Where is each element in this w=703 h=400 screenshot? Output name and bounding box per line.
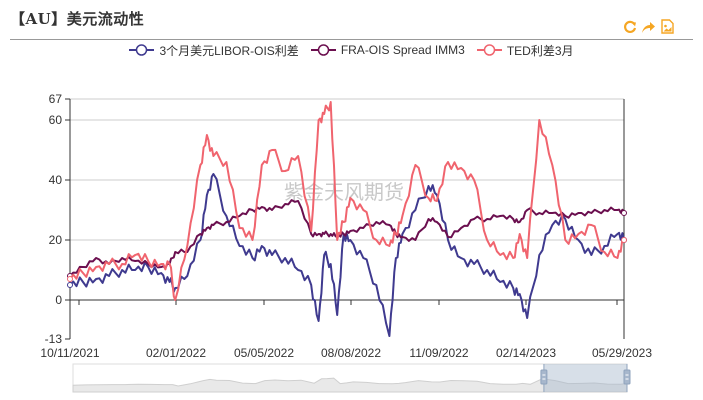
legend-line-circle-icon — [310, 44, 336, 56]
y-tick-label: 60 — [49, 113, 63, 127]
data-point-marker — [67, 276, 73, 282]
zoom-selected-range[interactable] — [543, 364, 627, 392]
data-point-marker — [621, 237, 627, 243]
x-tick-label: 05/29/2023 — [592, 346, 652, 360]
share-button[interactable] — [641, 19, 656, 34]
y-tick-label: 0 — [55, 293, 62, 307]
legend-label: TED利差3月 — [506, 43, 574, 58]
legend-item-libor-ois[interactable]: 3个月美元LIBOR-OIS利差 — [129, 40, 299, 60]
x-tick-label: 02/01/2022 — [146, 346, 206, 360]
series-line-1 — [69, 199, 625, 277]
y-tick-label: 40 — [49, 173, 63, 187]
refresh-icon — [623, 20, 636, 33]
refresh-button[interactable] — [622, 19, 637, 34]
data-point-marker — [621, 210, 627, 216]
chart-legend: 3个月美元LIBOR-OIS利差 FRA-OIS Spread IMM3 TED… — [0, 40, 703, 60]
x-axis-labels: 10/11/2021 02/01/2022 05/05/2022 08/08/2022… — [40, 346, 652, 360]
zoom-end-handle[interactable] — [623, 369, 631, 385]
series-line-2 — [69, 101, 625, 301]
axes — [65, 98, 625, 340]
legend-item-ted[interactable]: TED利差3月 — [476, 40, 574, 60]
legend-label: 3个月美元LIBOR-OIS利差 — [159, 43, 299, 58]
zoom-start-handle[interactable] — [540, 369, 548, 385]
data-point-marker — [67, 282, 73, 288]
legend-label: FRA-OIS Spread IMM3 — [340, 43, 465, 57]
page-title: 【AU】美元流动性 — [10, 10, 145, 28]
y-tick-label: 67 — [49, 92, 63, 106]
x-tick-label: 10/11/2021 — [40, 346, 99, 360]
share-icon — [642, 21, 655, 33]
x-tick-label: 11/09/2022 — [409, 346, 468, 360]
chart-toolbar — [622, 19, 675, 34]
legend-line-circle-icon — [129, 44, 155, 56]
legend-item-fra-ois[interactable]: FRA-OIS Spread IMM3 — [310, 40, 465, 60]
save-image-icon — [661, 19, 674, 34]
y-tick-label: -13 — [45, 332, 63, 346]
y-tick-label: 20 — [49, 233, 63, 247]
title-divider — [10, 39, 693, 40]
x-tick-label: 08/08/2022 — [321, 346, 381, 360]
x-tick-label: 02/14/2023 — [496, 346, 556, 360]
y-axis-labels: -13 0 20 40 60 67 — [45, 92, 63, 346]
legend-line-circle-icon — [476, 44, 502, 56]
grid-lines — [70, 98, 624, 241]
data-zoom-slider[interactable] — [72, 363, 631, 393]
series-lines — [67, 101, 627, 337]
x-tick-label: 05/05/2022 — [234, 346, 294, 360]
save-image-button[interactable] — [660, 19, 675, 34]
